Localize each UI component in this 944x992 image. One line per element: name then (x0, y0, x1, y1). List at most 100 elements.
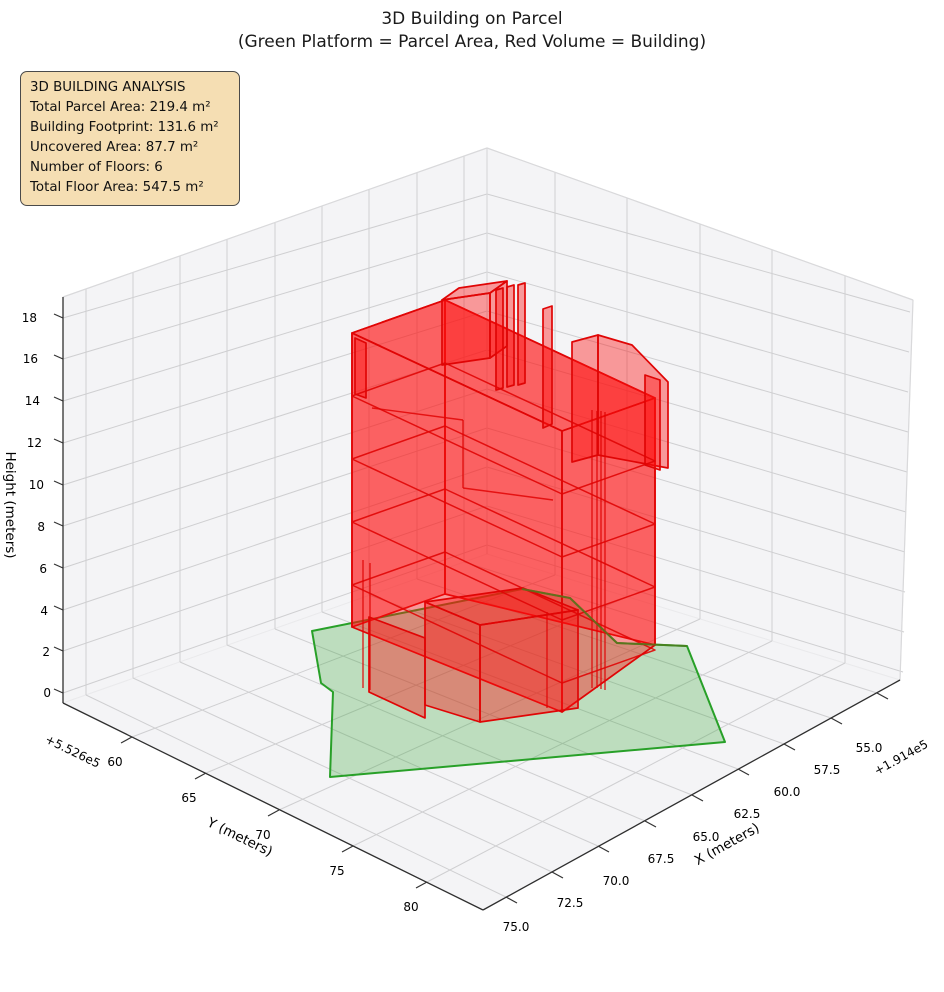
bldg-roof-panel (354, 337, 367, 399)
z-axis-label: Height (meters) (2, 451, 18, 558)
bldg-roof-panel (495, 287, 504, 391)
tick-label: 18 (22, 311, 37, 325)
tick-mark (551, 871, 564, 879)
tick-label: 14 (25, 394, 40, 408)
bldg-detail-edge (371, 407, 464, 421)
analysis-info-box: 3D BUILDING ANALYSIS Total Parcel Area: … (20, 71, 240, 206)
tick-label: 2 (42, 645, 50, 659)
gridline (486, 310, 909, 433)
tick-mark (691, 794, 704, 802)
tick-mark (53, 688, 64, 694)
info-box-heading: 3D BUILDING ANALYSIS (30, 80, 186, 95)
info-box-line: Total Floor Area: 547.5 m² (30, 180, 204, 195)
bldg-floor-slab-line (351, 488, 656, 621)
chart-subtitle: (Green Platform = Parcel Area, Red Volum… (237, 32, 707, 52)
tick-mark (644, 820, 657, 828)
tick-label: 72.5 (557, 896, 584, 910)
tick-label: 55.0 (856, 741, 883, 755)
gridline (486, 193, 911, 313)
bldg-floor-slab-line (351, 362, 656, 495)
tick-mark (53, 563, 64, 569)
bldg-roof-panel (506, 284, 515, 388)
tick-mark (830, 717, 843, 725)
gridline (486, 544, 904, 673)
gridline (85, 694, 507, 898)
pane-edge (899, 299, 914, 681)
tick-label: 6 (39, 562, 47, 576)
bldg-rooftop-box-small (644, 374, 661, 471)
bldg-ground-wall (368, 616, 426, 719)
tick-mark (53, 396, 64, 402)
gridline (486, 505, 905, 633)
axis-spine (62, 702, 484, 911)
gridline (463, 561, 878, 694)
gridline (486, 427, 906, 553)
gridline (274, 628, 693, 796)
bldg-roof-panel (517, 282, 526, 386)
tick-label: 67.5 (648, 852, 675, 866)
bldg-detail-edge (462, 487, 554, 501)
bldg-roof-panel (542, 305, 553, 429)
gridline (368, 594, 785, 745)
gridline (486, 271, 909, 393)
x-axis-label: X (meters) (692, 820, 762, 869)
tick-mark (876, 692, 889, 700)
gridline (486, 349, 908, 473)
tick-label: 65 (181, 791, 196, 805)
figure-title: 3D Building on Parcel (Green Platform = … (0, 8, 944, 54)
gridline (486, 232, 910, 353)
info-box-line: Building Footprint: 131.6 m² (30, 120, 219, 135)
tick-label: 65.0 (693, 830, 720, 844)
tick-label: 62.5 (734, 807, 761, 821)
tick-mark (783, 743, 796, 751)
tick-label: 12 (27, 436, 42, 450)
bldg-floor-slab-line (351, 425, 656, 558)
tick-mark (53, 605, 64, 611)
tick-label: 70 (255, 828, 270, 842)
tick-mark (341, 845, 354, 853)
chart-title: 3D Building on Parcel (381, 9, 563, 29)
tick-mark (53, 521, 64, 527)
info-box-line: Number of Floors: 6 (30, 160, 163, 175)
y-axis-offset: +5.526e5 (43, 732, 103, 771)
pane-edge (62, 147, 488, 298)
tick-mark (53, 646, 64, 652)
gridline (226, 644, 646, 822)
gridline (321, 611, 739, 770)
parcel-edge-through-building (521, 588, 688, 647)
tick-label: 60.0 (774, 785, 801, 799)
tick-mark (120, 736, 133, 744)
gridline (179, 661, 599, 847)
tick-mark (505, 896, 518, 904)
tick-mark (597, 845, 610, 853)
tick-mark (53, 354, 64, 360)
gridline (416, 578, 832, 719)
pane-edge (486, 147, 914, 301)
tick-mark (53, 480, 64, 486)
tick-label: 75.0 (503, 920, 530, 934)
info-box-line: Total Parcel Area: 219.4 m² (30, 100, 211, 115)
bldg-penthouse-front (441, 292, 491, 366)
tick-mark (267, 809, 280, 817)
tick-label: 60 (107, 755, 122, 769)
tick-label: 16 (23, 352, 38, 366)
tick-label: 10 (29, 478, 44, 492)
tick-label: 0 (43, 686, 51, 700)
bldg-rooftop-box-left (571, 334, 599, 463)
gridline (486, 388, 907, 513)
bldg-annex-right (479, 609, 579, 723)
tick-label: 75 (329, 864, 344, 878)
tick-mark (53, 313, 64, 319)
bldg-floor-slab-line (351, 551, 656, 684)
tick-mark (415, 881, 428, 889)
tick-label: 4 (40, 604, 48, 618)
tick-mark (194, 772, 207, 780)
tick-label: 80 (403, 900, 418, 914)
tick-mark (53, 438, 64, 444)
gridline (486, 466, 906, 593)
tick-label: 70.0 (603, 874, 630, 888)
tick-label: 57.5 (814, 763, 841, 777)
info-box-line: Uncovered Area: 87.7 m² (30, 140, 199, 155)
